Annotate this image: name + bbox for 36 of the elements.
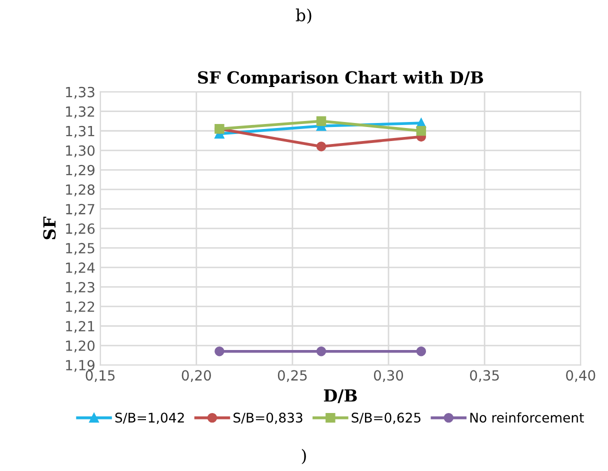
x-tick-label: 0,15 <box>86 370 115 382</box>
x-tick-label: 0,30 <box>374 370 404 382</box>
point <box>316 346 326 356</box>
y-tick-label: 1,19 <box>66 360 94 372</box>
x-tick-label: 0,35 <box>470 370 499 382</box>
y-tick-label: 1,25 <box>66 242 94 255</box>
point <box>316 142 326 152</box>
legend-label: S/B=0,625 <box>352 412 420 424</box>
y-tick-label: 1,33 <box>66 86 94 99</box>
y-tick-label: 1,27 <box>66 204 94 216</box>
point <box>214 346 224 356</box>
x-tick-label: 0,40 <box>566 370 596 382</box>
y-tick-label: 1,29 <box>66 164 94 177</box>
x-tick-label: 0,25 <box>278 370 307 382</box>
y-tick-label: 1,20 <box>66 340 95 352</box>
y-tick-label: 1,22 <box>66 301 94 314</box>
text: ) <box>302 448 306 464</box>
legend-label: S/B=1,042 <box>115 412 184 424</box>
point <box>416 346 426 356</box>
x-axis-title: D/B <box>324 389 357 404</box>
x-tick-label: 0,20 <box>182 370 211 382</box>
y-tick-label: 1,28 <box>66 184 95 196</box>
point <box>316 116 326 126</box>
y-tick-label: 1,26 <box>66 223 95 236</box>
text: b) <box>296 8 312 24</box>
y-tick-label: 1,24 <box>66 262 95 274</box>
legend-label: No reinforcement <box>470 412 584 423</box>
y-tick-label: 1,32 <box>66 106 94 118</box>
y-tick-label: 1,30 <box>66 145 95 158</box>
point <box>416 126 426 136</box>
y-tick-label: 1,23 <box>66 282 94 294</box>
y-axis-title: SF <box>43 216 56 240</box>
legend-label: S/B=0,833 <box>234 412 302 424</box>
chart-title: SF Comparison Chart with D/B <box>198 70 484 87</box>
y-tick-label: 1,31 <box>66 126 94 138</box>
y-tick-label: 1,21 <box>66 320 94 333</box>
